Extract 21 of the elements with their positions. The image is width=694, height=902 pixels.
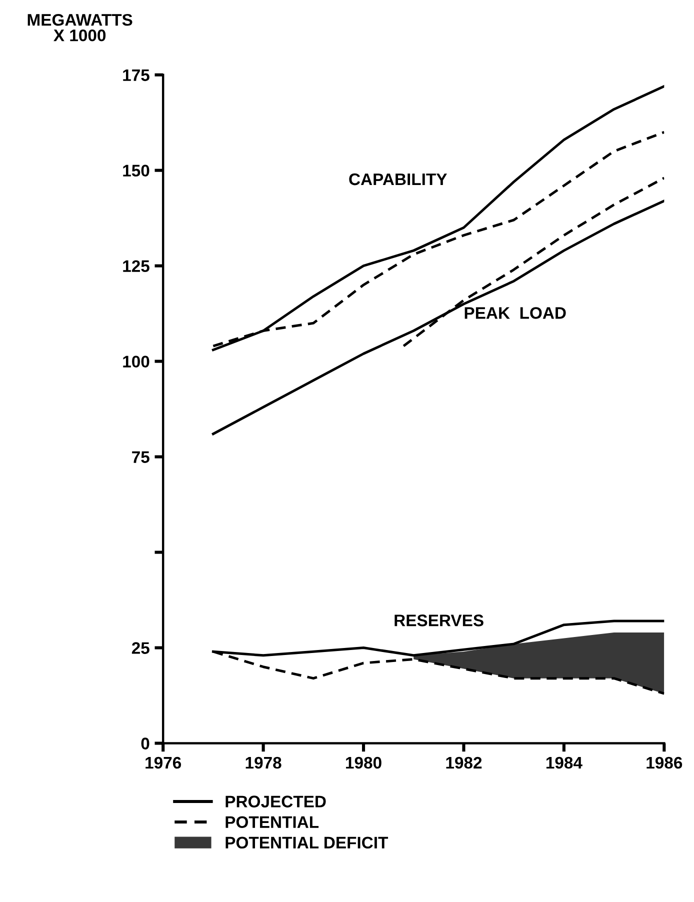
y-tick-label: 125	[123, 260, 150, 272]
y-tick-label: 0	[141, 738, 150, 750]
annotation: RESERVES	[394, 614, 484, 626]
y-tick-label: 100	[123, 356, 150, 368]
x-tick-label: 1986	[646, 756, 682, 769]
legend-label: POTENTIAL	[226, 816, 319, 828]
x-tick-label: 1984	[546, 756, 582, 769]
legend-label: PROJECTED	[226, 796, 326, 808]
y-tick-label: 75	[132, 451, 150, 463]
x-tick-label: 1982	[446, 756, 482, 769]
x-tick-label: 1980	[346, 756, 382, 769]
x-tick-label: 1976	[146, 756, 182, 769]
annotation: PEAK LOAD	[464, 307, 566, 319]
y-tick-label: 150	[123, 164, 150, 177]
y-axis-title: MEGAWATTS X 1000	[28, 14, 132, 42]
annotation: CAPABILITY	[349, 173, 447, 186]
line-series	[212, 85, 664, 352]
x-tick-label: 1978	[246, 756, 282, 769]
text: POTENTIAL DEFICIT	[226, 836, 388, 849]
y-tick-label: 25	[132, 642, 150, 654]
y-tick-label: 175	[123, 69, 150, 82]
